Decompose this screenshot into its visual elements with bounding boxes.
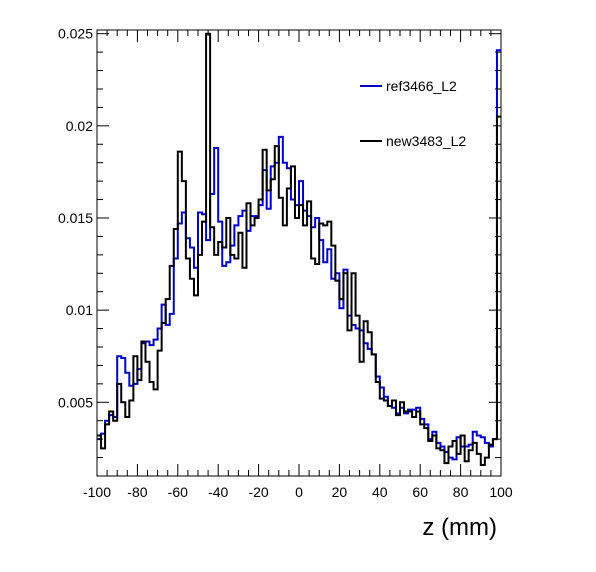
x-tick-label: 60	[412, 484, 428, 500]
x-tick-label: 80	[453, 484, 469, 500]
y-tick-label: 0.015	[58, 210, 93, 226]
x-tick-label: 100	[489, 484, 513, 500]
x-tick-label: -80	[127, 484, 147, 500]
x-tick-label: 20	[332, 484, 348, 500]
legend: ref3466_L2 new3483_L2	[356, 56, 493, 170]
axis-layer: -100 -80 -60 -40 -20 0 20 40 60 80 100 0.005 0.01 0.0…	[58, 26, 513, 500]
series-layer	[97, 32, 501, 466]
y-tick-label: 0.025	[58, 26, 93, 42]
series-line-new	[97, 32, 501, 466]
x-axis-label: z (mm)	[422, 514, 497, 541]
legend-label-new: new3483_L2	[386, 133, 466, 149]
y-tick-label: 0.005	[58, 394, 93, 410]
x-tick-label: -40	[208, 484, 228, 500]
x-tick-label: -100	[83, 484, 111, 500]
y-tick-label: 0.02	[66, 118, 93, 134]
x-tick-label: 0	[295, 484, 303, 500]
legend-label-ref: ref3466_L2	[386, 78, 457, 94]
x-tick-label: 40	[372, 484, 388, 500]
y-tick-label: 0.01	[66, 302, 93, 318]
x-tick-label: -60	[168, 484, 188, 500]
x-tick-label: -20	[248, 484, 268, 500]
legend-box	[356, 56, 493, 170]
